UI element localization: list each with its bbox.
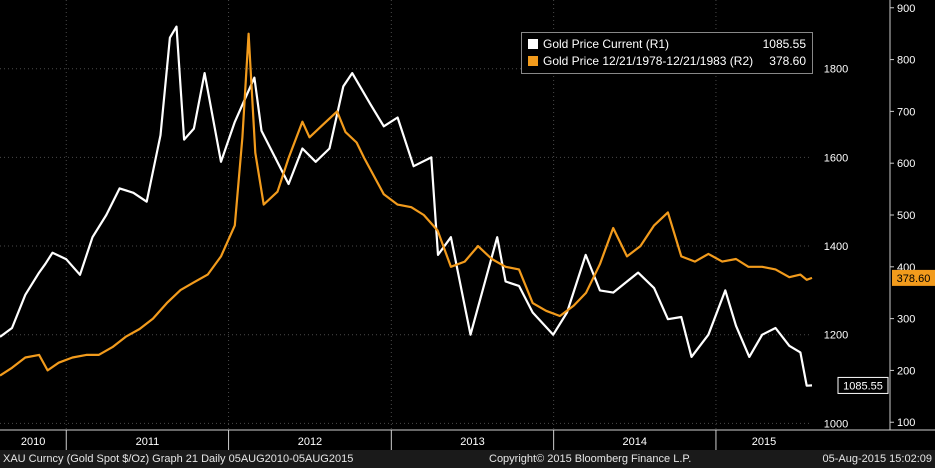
x-axis-year-label: 2010 xyxy=(21,436,45,448)
right-axis-tick-label: 600 xyxy=(897,158,915,170)
last-value-tags: 1085.55 378.60 xyxy=(837,269,935,394)
last-value-tag-box xyxy=(892,269,935,286)
legend-label-current: Gold Price Current (R1) xyxy=(543,37,670,51)
legend: Gold Price Current (R1) 1085.55 Gold Pri… xyxy=(521,32,813,74)
right-axis-tick-label: 200 xyxy=(897,365,915,377)
legend-label-historical: Gold Price 12/21/1978-12/21/1983 (R2) xyxy=(543,54,754,68)
left-axis-tick-label: 1000 xyxy=(824,418,848,430)
x-axis-band xyxy=(0,430,935,450)
left-axis-tick-label: 1400 xyxy=(824,241,848,253)
last-value-tag-text: 1085.55 xyxy=(843,380,883,392)
footer-security-info: XAU Curncy (Gold Spot $/Oz) Graph 21 Dai… xyxy=(3,453,354,465)
x-axis-year-label: 2011 xyxy=(136,436,160,448)
legend-swatch-historical xyxy=(528,56,538,66)
right-axis-tick-label: 800 xyxy=(897,55,915,67)
legend-item-current: Gold Price Current (R1) 1085.55 xyxy=(528,36,806,52)
right-axis-tick-label: 700 xyxy=(897,106,915,118)
series-line-current xyxy=(0,25,813,387)
footer-bar: XAU Curncy (Gold Spot $/Oz) Graph 21 Dai… xyxy=(0,450,935,468)
x-axis-year-label: 2015 xyxy=(752,436,776,448)
last-value-tag-current: 1085.55 xyxy=(837,376,889,394)
x-axis-year-label: 2014 xyxy=(623,436,647,448)
left-axis-tick-label: 1600 xyxy=(824,152,848,164)
legend-item-historical: Gold Price 12/21/1978-12/21/1983 (R2) 37… xyxy=(528,53,806,69)
x-axis: 2010 2011 2012 2013 2014 2015 xyxy=(0,429,935,450)
left-axis-tick-label: 1800 xyxy=(824,64,848,76)
left-axis: 1000 1200 1400 1600 1800 xyxy=(824,64,848,431)
legend-value-historical: 378.60 xyxy=(769,54,806,68)
right-axis-tick-label: 300 xyxy=(897,314,915,326)
footer-timestamp: 05-Aug-2015 15:02:09 xyxy=(822,453,932,465)
footer-copyright: Copyright© 2015 Bloomberg Finance L.P. xyxy=(489,453,692,465)
left-axis-tick-label: 1200 xyxy=(824,330,848,342)
plot-background xyxy=(0,0,935,450)
legend-swatch-current xyxy=(528,39,538,49)
legend-value-current: 1085.55 xyxy=(762,37,806,51)
x-axis-year-label: 2012 xyxy=(298,436,322,448)
last-value-tag-historical: 378.60 xyxy=(892,269,935,286)
right-axis-tick-label: 500 xyxy=(897,210,915,222)
last-value-tag-box xyxy=(837,376,889,394)
x-axis-year-label: 2013 xyxy=(460,436,484,448)
series-line-historical xyxy=(0,32,813,377)
right-axis-tick-label: 900 xyxy=(897,3,915,15)
series-lines xyxy=(0,25,813,387)
right-axis-tick-label: 100 xyxy=(897,417,915,429)
last-value-tag-text: 378.60 xyxy=(897,273,931,285)
